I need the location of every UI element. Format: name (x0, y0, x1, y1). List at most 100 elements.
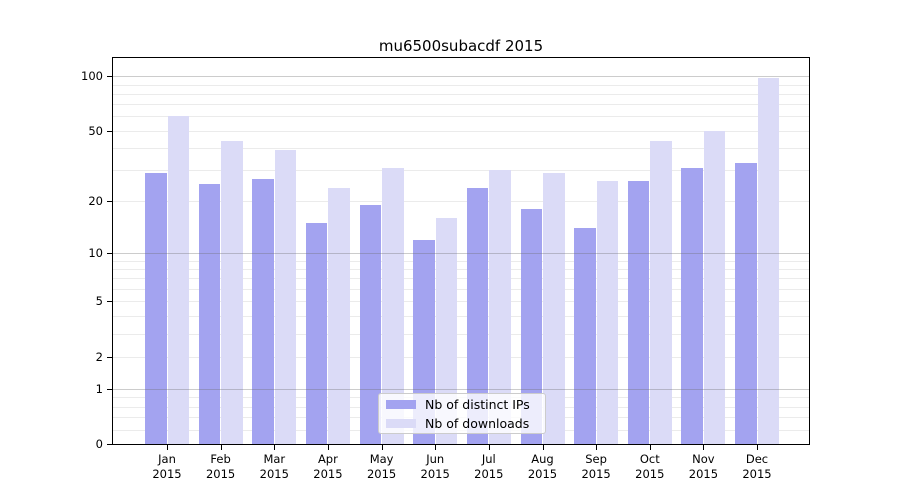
bar-downloads-may (382, 167, 404, 444)
gridline-minor (113, 93, 809, 95)
x-tick-mark (596, 445, 598, 450)
bar-downloads-aug (543, 173, 565, 444)
bar-downloads-apr (328, 187, 350, 444)
gridline-major (113, 76, 809, 78)
x-axis-tick-label: Aug 2015 (516, 452, 570, 481)
x-tick-year: 2015 (420, 466, 450, 481)
x-axis-tick-label: Apr 2015 (301, 452, 355, 481)
x-tick-year: 2015 (527, 466, 558, 481)
legend-label: Nb of distinct IPs (425, 396, 530, 412)
x-tick-mark (488, 445, 490, 450)
x-tick-year: 2015 (635, 466, 665, 481)
gridline-minor (113, 116, 809, 118)
y-axis-tick-label: 10 (88, 245, 103, 260)
x-tick-mark (649, 445, 651, 450)
gridline-minor (113, 130, 809, 132)
y-tick-mark (107, 444, 112, 445)
gridline-minor (113, 260, 809, 262)
bar-downloads-mar (274, 150, 297, 444)
gridline-minor (113, 356, 809, 358)
bar-downloads-nov (703, 130, 726, 444)
gridline-minor (113, 288, 809, 290)
legend-row: Nb of downloads (386, 415, 539, 431)
bar-ips-may (359, 205, 382, 444)
bar-downloads-dec (757, 77, 779, 444)
x-tick-month: Mar (263, 452, 286, 466)
bar-ips-sep (574, 228, 596, 444)
x-axis-tick-label: Feb 2015 (194, 452, 248, 481)
plot-inner (113, 58, 809, 444)
bar-downloads-feb (221, 140, 243, 444)
bar-downloads-jun (435, 218, 458, 444)
gridline-minor (113, 104, 809, 106)
x-tick-mark (220, 445, 222, 450)
y-tick-mark (107, 201, 112, 203)
y-tick-mark (107, 388, 112, 390)
bar-ips-jun (413, 239, 435, 444)
gridline-minor (113, 268, 809, 270)
x-tick-year: 2015 (205, 466, 236, 481)
x-axis-tick-label: Jan 2015 (140, 452, 194, 481)
x-tick-month: Jul (481, 452, 496, 466)
gridline-minor (113, 84, 809, 86)
x-axis-tick-label: Jun 2015 (408, 452, 462, 481)
x-tick-year: 2015 (313, 466, 343, 481)
gridline-minor (113, 278, 809, 280)
x-axis-tick-label: Dec 2015 (730, 452, 784, 481)
gridline-minor (113, 333, 809, 335)
x-tick-year: 2015 (688, 466, 719, 481)
x-tick-month: Nov (692, 452, 715, 466)
bar-ips-jul (466, 187, 489, 444)
y-tick-mark (107, 301, 112, 303)
x-tick-mark (703, 445, 705, 450)
x-tick-mark (381, 445, 383, 450)
bar-ips-nov (681, 167, 703, 444)
x-tick-year: 2015 (152, 466, 182, 481)
chart-title: mu6500subacdf 2015 (378, 37, 544, 55)
y-axis-tick-label: 50 (88, 123, 103, 138)
x-tick-month: Dec (745, 452, 769, 466)
bar-ips-apr (305, 223, 328, 444)
bar-ips-aug (520, 209, 542, 444)
y-tick-mark (107, 252, 112, 254)
x-tick-year: 2015 (474, 466, 504, 481)
x-tick-mark (757, 445, 758, 450)
legend-swatch-downloads (386, 418, 416, 428)
x-axis-tick-label: May 2015 (355, 452, 409, 481)
x-tick-month: Oct (639, 452, 660, 466)
legend: Nb of distinct IPs Nb of downloads (378, 393, 546, 434)
y-axis-tick-label: 1 (95, 381, 103, 396)
bar-downloads-sep (596, 181, 619, 444)
gridline-minor (113, 301, 809, 303)
bar-ips-oct (627, 181, 650, 444)
x-axis-tick-label: Sep 2015 (569, 452, 623, 481)
y-tick-mark (107, 356, 112, 358)
plot-area: Nb of distinct IPs Nb of downloads (112, 57, 810, 445)
x-tick-year: 2015 (581, 466, 611, 481)
y-tick-mark (107, 130, 112, 132)
gridline-major (113, 252, 809, 254)
x-tick-month: Aug (531, 452, 554, 466)
y-axis-tick-label: 0 (95, 437, 103, 451)
gridline-minor (113, 170, 809, 172)
x-tick-month: May (369, 452, 394, 466)
x-tick-mark (542, 445, 544, 450)
bar-downloads-oct (650, 140, 672, 444)
gridline-minor (113, 315, 809, 317)
x-tick-month: Feb (210, 452, 231, 466)
x-axis-tick-label: Mar 2015 (247, 452, 301, 481)
legend-label: Nb of downloads (425, 415, 530, 431)
y-axis-tick-label: 20 (88, 194, 103, 209)
y-tick-mark (107, 76, 112, 78)
gridline-minor (113, 201, 809, 203)
gridline-minor (113, 148, 809, 150)
bar-ips-jan (145, 173, 167, 444)
x-tick-mark (167, 445, 168, 450)
x-tick-month: Jan (158, 452, 176, 466)
bar-ips-feb (198, 184, 221, 444)
x-tick-mark (327, 445, 329, 450)
bar-downloads-jan (167, 116, 189, 444)
gridline-major (113, 388, 809, 390)
x-tick-month: Sep (585, 452, 607, 466)
